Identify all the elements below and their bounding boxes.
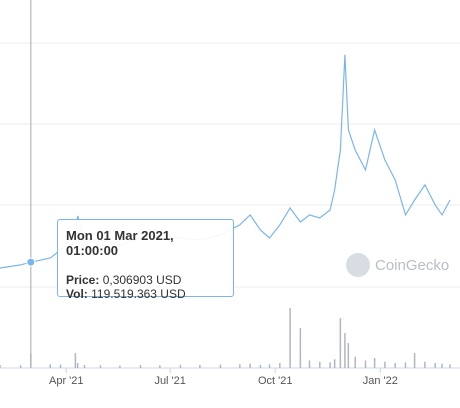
- x-tick-label: Jan '22: [363, 375, 398, 387]
- volume-bar: [449, 364, 451, 368]
- x-tick-label: Oct '21: [258, 375, 293, 387]
- volume-bar: [308, 360, 311, 368]
- volume-bar: [159, 365, 161, 368]
- volume-bar: [394, 363, 396, 368]
- volume-bar: [59, 364, 62, 368]
- volume-bar: [434, 363, 436, 368]
- volume-bar: [0, 364, 1, 368]
- volume-bar: [179, 364, 182, 368]
- volume-bar: [279, 363, 281, 368]
- tooltip-price-label: Price:: [66, 273, 100, 287]
- tooltip-vol-value: 119.519.363 USD: [91, 287, 186, 301]
- volume-bar: [199, 365, 201, 368]
- volume-bar: [319, 361, 321, 368]
- volume-bar: [74, 353, 77, 368]
- volume-bar: [413, 353, 416, 368]
- tooltip: Mon 01 Mar 2021, 01:00:00 Price: 0,30690…: [57, 219, 234, 301]
- volume-bar: [441, 363, 443, 368]
- volume-bar: [404, 362, 407, 368]
- volume-bar: [299, 328, 302, 368]
- hover-marker: [26, 257, 36, 267]
- tooltip-date: Mon 01 Mar 2021, 01:00:00: [66, 228, 174, 258]
- tooltip-price: Price: 0,306903 USD: [66, 273, 225, 287]
- volume-bar: [384, 361, 386, 368]
- tooltip-vol: Vol: 119.519.363 USD: [66, 287, 225, 301]
- volume-bar: [329, 362, 331, 368]
- watermark-logo: [346, 253, 370, 277]
- volume-bar: [119, 365, 121, 368]
- volume-bar: [344, 333, 346, 368]
- volume-bar: [49, 364, 52, 368]
- volume-bar: [83, 364, 86, 368]
- volume-bar: [333, 359, 336, 368]
- volume-bar: [249, 363, 251, 368]
- volume-bar: [268, 364, 271, 368]
- volume-bar: [30, 353, 32, 368]
- volume-bar: [339, 318, 342, 368]
- watermark: CoinGecko: [375, 257, 449, 274]
- volume-bar: [99, 365, 102, 368]
- volume-bar: [289, 308, 291, 368]
- volume-bar: [76, 363, 79, 368]
- tooltip-vol-label: Vol:: [66, 287, 88, 301]
- x-tick-label: Apr '21: [49, 375, 84, 387]
- volume-bar: [239, 364, 241, 368]
- volume-bar: [139, 365, 142, 368]
- volume-bar: [19, 365, 22, 368]
- volume-bar: [347, 343, 350, 368]
- volume-bar: [424, 361, 426, 368]
- volume-bar: [373, 358, 376, 368]
- volume-bar: [364, 360, 367, 368]
- tooltip-price-value: 0,306903 USD: [102, 273, 182, 287]
- volume-bar: [259, 364, 262, 368]
- volume-bar: [219, 364, 222, 368]
- x-tick-label: Jul '21: [154, 375, 185, 387]
- volume-bar: [354, 356, 356, 368]
